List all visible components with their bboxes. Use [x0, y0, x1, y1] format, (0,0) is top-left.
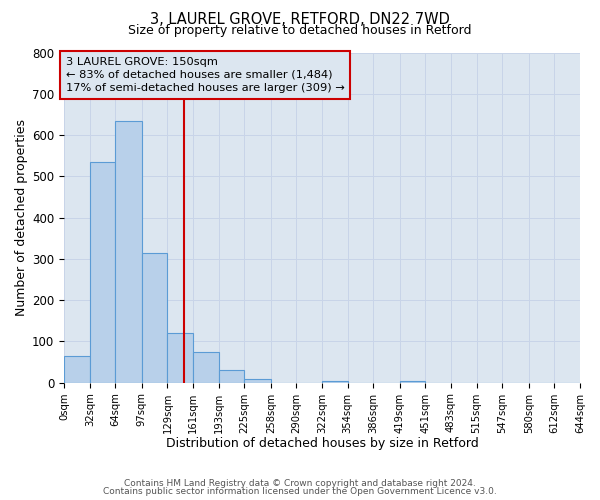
Bar	[244, 378, 271, 382]
Text: Contains public sector information licensed under the Open Government Licence v3: Contains public sector information licen…	[103, 487, 497, 496]
Text: 3, LAUREL GROVE, RETFORD, DN22 7WD: 3, LAUREL GROVE, RETFORD, DN22 7WD	[150, 12, 450, 28]
X-axis label: Distribution of detached houses by size in Retford: Distribution of detached houses by size …	[166, 437, 478, 450]
Bar	[90, 162, 115, 382]
Bar	[322, 380, 348, 382]
Bar	[193, 352, 219, 382]
Bar	[167, 333, 193, 382]
Bar	[400, 380, 425, 382]
Bar	[219, 370, 244, 382]
Bar	[142, 252, 167, 382]
Y-axis label: Number of detached properties: Number of detached properties	[15, 119, 28, 316]
Bar	[64, 356, 90, 382]
Text: Size of property relative to detached houses in Retford: Size of property relative to detached ho…	[128, 24, 472, 37]
Text: 3 LAUREL GROVE: 150sqm
← 83% of detached houses are smaller (1,484)
17% of semi-: 3 LAUREL GROVE: 150sqm ← 83% of detached…	[66, 56, 344, 93]
Bar	[115, 120, 142, 382]
Text: Contains HM Land Registry data © Crown copyright and database right 2024.: Contains HM Land Registry data © Crown c…	[124, 478, 476, 488]
